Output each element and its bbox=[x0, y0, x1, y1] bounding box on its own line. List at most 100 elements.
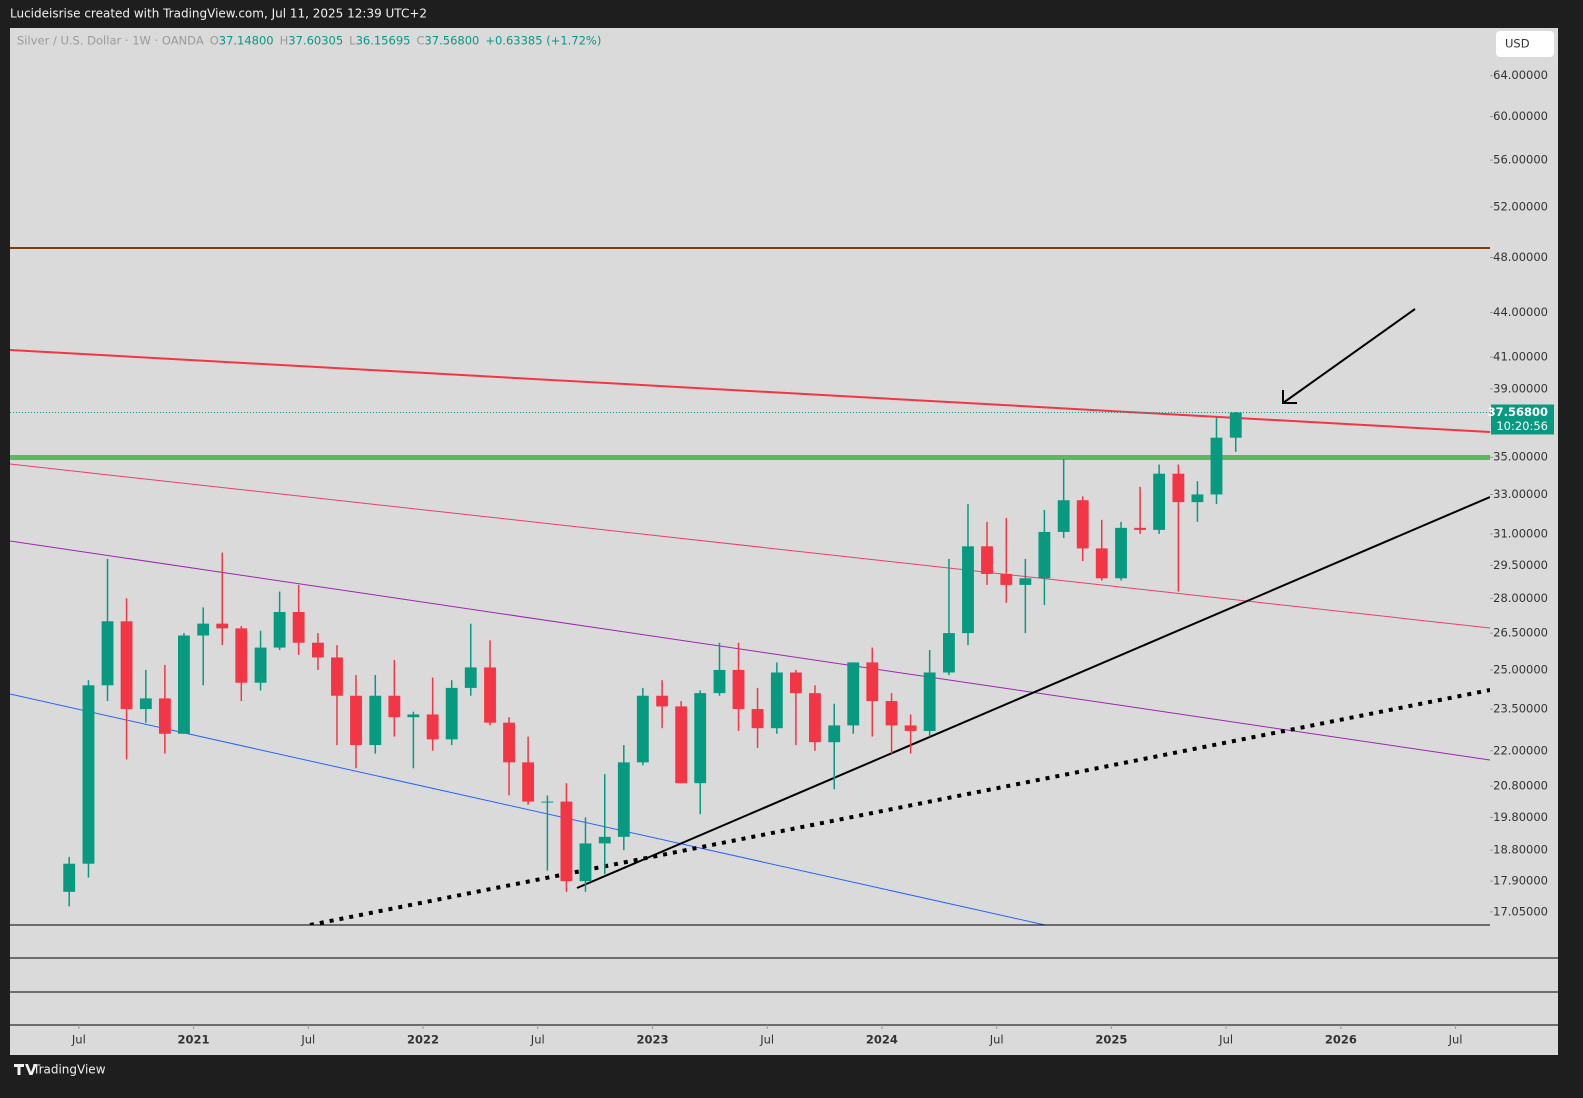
price-axis: 17.05000 17.90000 18.80000 19.80000 20.80000… bbox=[71, 68, 1548, 1046]
candle-body bbox=[1229, 412, 1242, 438]
legend-key: O bbox=[210, 34, 219, 48]
support-zone bbox=[10, 455, 1490, 460]
y-tick-label: 48.00000 bbox=[1493, 250, 1548, 264]
candle-body bbox=[139, 698, 152, 710]
legend-value: 37.56800 bbox=[424, 34, 479, 48]
candle-body bbox=[273, 611, 286, 648]
candle-body bbox=[1153, 473, 1166, 530]
y-tick-label: 17.05000 bbox=[1493, 904, 1548, 918]
drawings bbox=[10, 247, 1490, 925]
x-tick-label: 2022 bbox=[407, 1033, 439, 1047]
candle-body bbox=[885, 701, 898, 726]
x-tick-label: 2025 bbox=[1095, 1033, 1127, 1047]
candle-body bbox=[770, 672, 783, 729]
candle-body bbox=[675, 706, 688, 784]
candle-body bbox=[866, 662, 879, 702]
x-tick-label: 2026 bbox=[1325, 1033, 1357, 1047]
x-tick-label: 2024 bbox=[866, 1033, 898, 1047]
y-tick-label: 60.00000 bbox=[1493, 109, 1548, 123]
currency[interactable]: USD bbox=[1505, 37, 1530, 51]
y-tick-label: 20.80000 bbox=[1493, 779, 1548, 793]
y-tick-label: 23.50000 bbox=[1493, 702, 1548, 716]
purple-trendline bbox=[10, 540, 1490, 761]
candle-body bbox=[809, 693, 821, 743]
candle-body bbox=[828, 725, 841, 743]
candle-body bbox=[254, 647, 267, 683]
arrow-shaft bbox=[1282, 308, 1416, 404]
y-tick-label: 29.50000 bbox=[1493, 558, 1548, 572]
candle-body bbox=[1000, 573, 1013, 585]
y-tick-label: 41.00000 bbox=[1493, 350, 1548, 364]
candle-body bbox=[1172, 473, 1185, 503]
x-tick-label: Jul bbox=[71, 1033, 86, 1047]
candle-body bbox=[1076, 500, 1089, 549]
candle-body bbox=[1191, 494, 1204, 503]
candle-body bbox=[426, 714, 439, 740]
legend-key: L bbox=[349, 34, 356, 48]
y-tick-label: 64.00000 bbox=[1493, 68, 1548, 82]
candle-body bbox=[560, 801, 573, 882]
x-tick-label: Jul bbox=[1218, 1033, 1233, 1047]
candle-body bbox=[923, 672, 936, 731]
y-tick-label: 52.00000 bbox=[1493, 199, 1548, 213]
plot bbox=[10, 411, 1490, 907]
candle-body bbox=[904, 725, 917, 731]
candle-body bbox=[1134, 527, 1147, 530]
legend-value: 37.14800 bbox=[219, 34, 274, 48]
last-price-box bbox=[1491, 404, 1554, 435]
candle-body bbox=[101, 621, 114, 686]
candle-body bbox=[1038, 531, 1051, 579]
y-tick-label: 19.80000 bbox=[1493, 810, 1548, 824]
candle-body bbox=[464, 667, 477, 688]
symbol: Silver / U.S. Dollar · 1W · OANDA bbox=[17, 34, 204, 48]
ohlc-legend: Silver / U.S. Dollar · 1W · OANDA O 37.14… bbox=[17, 34, 601, 48]
legend-value: 37.60305 bbox=[288, 34, 343, 48]
x-tick-label: Jul bbox=[300, 1033, 315, 1047]
candle-body bbox=[522, 762, 535, 802]
brand-logo bbox=[14, 1064, 37, 1075]
candle-body bbox=[503, 722, 515, 763]
candle-body bbox=[1115, 527, 1127, 579]
y-tick-label: 22.00000 bbox=[1493, 743, 1548, 757]
candle-body bbox=[350, 695, 362, 746]
candle-body bbox=[445, 687, 458, 740]
y-tick-label: 33.00000 bbox=[1493, 487, 1548, 501]
last-price-label: 37.56800 bbox=[1488, 405, 1548, 419]
candle-body bbox=[789, 672, 802, 694]
candle-body bbox=[292, 611, 305, 643]
candle-body bbox=[732, 669, 745, 710]
candle-body bbox=[312, 642, 324, 658]
legend-value: 36.15695 bbox=[356, 34, 411, 48]
y-tick-label: 56.00000 bbox=[1493, 153, 1548, 167]
candle-body bbox=[1057, 500, 1070, 532]
candle-body bbox=[598, 836, 611, 844]
candle-body bbox=[388, 695, 401, 718]
candle-body bbox=[331, 657, 343, 696]
candle-body bbox=[579, 843, 592, 882]
x-tick-label: Jul bbox=[1448, 1033, 1463, 1047]
candle-body bbox=[407, 714, 420, 718]
candle-body bbox=[484, 667, 496, 723]
y-tick-label: 31.00000 bbox=[1493, 526, 1548, 540]
dotted-trendline bbox=[309, 688, 1490, 925]
y-tick-label: 25.00000 bbox=[1493, 662, 1548, 676]
candle-body bbox=[847, 662, 860, 726]
y-tick-label: 17.90000 bbox=[1493, 874, 1548, 888]
candle-body bbox=[694, 693, 707, 784]
red-trendline bbox=[10, 349, 1490, 433]
candle-body bbox=[962, 546, 974, 634]
arrow-head bbox=[1282, 390, 1297, 404]
currency-box[interactable] bbox=[1496, 31, 1554, 57]
candle-body bbox=[981, 546, 993, 574]
candle-body bbox=[943, 633, 955, 673]
candle-body bbox=[235, 628, 248, 683]
candle-body bbox=[197, 623, 210, 636]
y-tick-label: 39.00000 bbox=[1493, 381, 1548, 395]
x-tick-label: Jul bbox=[530, 1033, 545, 1047]
candle-body bbox=[178, 635, 190, 734]
candle-body bbox=[1095, 548, 1108, 579]
black-trendline bbox=[576, 496, 1490, 889]
candle-body bbox=[82, 685, 95, 864]
candle-body bbox=[713, 669, 726, 694]
